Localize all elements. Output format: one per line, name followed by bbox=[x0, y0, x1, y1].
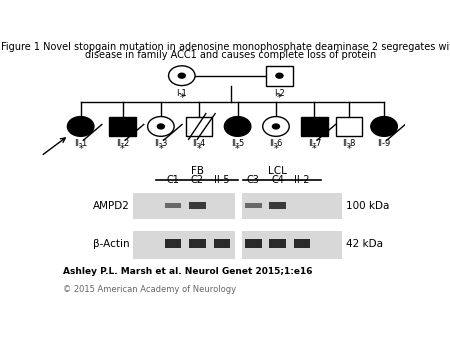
Bar bbox=[133, 193, 342, 219]
Text: II-2: II-2 bbox=[116, 140, 129, 148]
Text: *: * bbox=[180, 93, 184, 103]
Text: C2: C2 bbox=[191, 175, 204, 185]
Bar bbox=[270, 202, 286, 209]
Bar bbox=[266, 66, 292, 86]
Text: disease in family ACC1 and causes complete loss of protein: disease in family ACC1 and causes comple… bbox=[85, 50, 376, 60]
Text: *: * bbox=[347, 144, 351, 154]
Bar bbox=[186, 117, 212, 136]
Text: C1: C1 bbox=[166, 175, 180, 185]
Bar bbox=[294, 239, 310, 248]
Circle shape bbox=[169, 66, 195, 86]
Bar bbox=[270, 239, 286, 248]
Text: II-8: II-8 bbox=[342, 140, 356, 148]
Circle shape bbox=[225, 117, 251, 136]
Text: *: * bbox=[158, 144, 163, 154]
Text: *: * bbox=[197, 144, 202, 154]
Text: Figure 1 Novel stopgain mutation in adenosine monophosphate deaminase 2 segregat: Figure 1 Novel stopgain mutation in aden… bbox=[1, 42, 450, 52]
Text: © 2015 American Academy of Neurology: © 2015 American Academy of Neurology bbox=[63, 285, 236, 294]
Bar bbox=[189, 239, 206, 248]
Text: C4: C4 bbox=[271, 175, 284, 185]
Bar bbox=[189, 202, 206, 209]
Text: β-Actin: β-Actin bbox=[93, 239, 130, 248]
Bar bbox=[133, 231, 342, 259]
Text: II-7: II-7 bbox=[308, 140, 321, 148]
Text: *: * bbox=[312, 144, 317, 154]
Bar bbox=[235, 231, 242, 259]
Bar bbox=[165, 239, 181, 248]
Text: *: * bbox=[78, 144, 83, 154]
Circle shape bbox=[371, 117, 397, 136]
Circle shape bbox=[275, 73, 284, 79]
Text: I-1: I-1 bbox=[176, 89, 187, 98]
Text: 42 kDa: 42 kDa bbox=[346, 239, 382, 248]
Text: II-3: II-3 bbox=[154, 140, 167, 148]
Text: II-9: II-9 bbox=[378, 140, 391, 148]
Bar bbox=[301, 117, 328, 136]
Bar bbox=[214, 239, 230, 248]
Text: *: * bbox=[274, 144, 279, 154]
Text: II-5: II-5 bbox=[231, 140, 244, 148]
Text: II-5: II-5 bbox=[214, 175, 230, 185]
Circle shape bbox=[272, 123, 280, 129]
Text: 100 kDa: 100 kDa bbox=[346, 201, 389, 211]
Circle shape bbox=[157, 123, 165, 129]
Text: II-6: II-6 bbox=[269, 140, 283, 148]
Text: FB: FB bbox=[191, 166, 204, 176]
Text: II-1: II-1 bbox=[74, 140, 87, 148]
Text: C3: C3 bbox=[247, 175, 260, 185]
Text: II-4: II-4 bbox=[193, 140, 206, 148]
Text: AMPD2: AMPD2 bbox=[93, 201, 130, 211]
Text: I-2: I-2 bbox=[274, 89, 285, 98]
Bar bbox=[245, 203, 261, 209]
Bar bbox=[245, 239, 261, 248]
Text: II-2: II-2 bbox=[294, 175, 310, 185]
Bar bbox=[336, 117, 362, 136]
Circle shape bbox=[148, 117, 174, 136]
Text: LCL: LCL bbox=[268, 166, 287, 176]
Text: *: * bbox=[277, 93, 282, 103]
Text: *: * bbox=[235, 144, 240, 154]
Text: *: * bbox=[120, 144, 125, 154]
Text: Ashley P.L. Marsh et al. Neurol Genet 2015;1:e16: Ashley P.L. Marsh et al. Neurol Genet 20… bbox=[63, 267, 313, 276]
Bar bbox=[235, 193, 242, 219]
Circle shape bbox=[68, 117, 94, 136]
Circle shape bbox=[263, 117, 289, 136]
Bar bbox=[109, 117, 136, 136]
Bar bbox=[165, 203, 181, 209]
Circle shape bbox=[178, 73, 186, 79]
